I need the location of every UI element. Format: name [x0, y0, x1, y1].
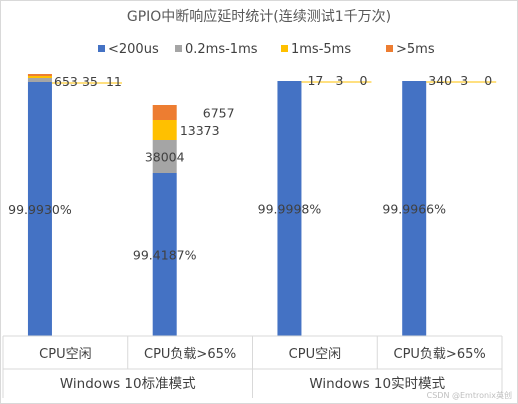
bar-0-series-3: [27, 74, 52, 76]
legend-swatch-0: [98, 45, 105, 52]
value-label-2-3: 0: [359, 73, 367, 88]
category-axis: CPU空闲 CPU负载>65% CPU空闲 CPU负载>65% Windows 10标准…: [2, 335, 503, 398]
bars: [27, 74, 427, 336]
value-label-3-2: 3: [460, 73, 468, 88]
value-label-0-0: 99.9930%: [8, 202, 72, 217]
legend-swatch-2: [281, 45, 288, 52]
bar-0-series-2: [27, 76, 52, 78]
value-label-1-0: 99.4187%: [133, 248, 197, 263]
legend-swatch-1: [175, 45, 182, 52]
bar-3-series-0: [402, 81, 427, 336]
chart-title: GPIO中断响应延时统计(连续测试1千万次): [127, 8, 391, 25]
value-label-3-0: 99.9966%: [382, 202, 446, 217]
bar-1-series-0: [152, 173, 177, 336]
category-label-2: CPU空闲: [289, 347, 341, 362]
value-label-3-3: 0: [484, 73, 492, 88]
value-label-3-1: 340: [428, 73, 452, 88]
value-label-2-0: 99.9998%: [258, 202, 322, 217]
category-label-0: CPU空闲: [39, 347, 91, 362]
bar-1-series-2: [152, 120, 177, 140]
legend-label-1: 0.2ms-1ms: [185, 42, 258, 57]
watermark: CSDN @Emtronix英创: [427, 390, 512, 400]
value-label-0-2: 35: [82, 74, 98, 89]
legend-label-2: 1ms-5ms: [291, 42, 351, 57]
value-label-1-1: 38004: [145, 150, 185, 165]
value-label-1-3: 6757: [203, 106, 235, 121]
group-label-1: Windows 10实时模式: [309, 376, 445, 392]
bar-0-series-0: [27, 82, 52, 336]
value-label-0-3: 11: [106, 74, 122, 89]
value-label-2-1: 17: [307, 73, 323, 88]
bar-1-series-1: [152, 140, 177, 173]
legend: <200us 0.2ms-1ms 1ms-5ms >5ms: [98, 42, 435, 57]
legend-label-0: <200us: [108, 42, 159, 57]
bar-2-series-0: [277, 81, 302, 336]
value-label-2-2: 3: [335, 73, 343, 88]
value-label-0-1: 653: [54, 74, 78, 89]
bar-0-series-1: [27, 78, 52, 82]
group-label-0: Windows 10标准模式: [60, 376, 196, 392]
bar-1-series-3: [152, 105, 177, 120]
legend-swatch-3: [386, 45, 393, 52]
value-labels: 99.9930% 653 35 11 99.4187% 38004 13373 6757 99.…: [8, 73, 497, 263]
value-label-1-2: 13373: [180, 123, 220, 138]
category-label-1: CPU负载>65%: [144, 347, 236, 362]
category-label-3: CPU负载>65%: [394, 347, 486, 362]
legend-label-3: >5ms: [396, 42, 435, 57]
